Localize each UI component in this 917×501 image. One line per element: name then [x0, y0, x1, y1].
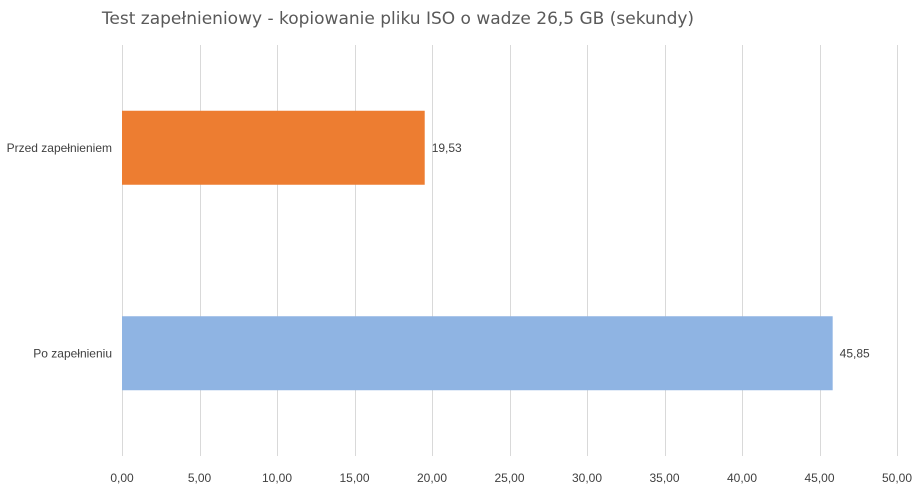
- x-tick-label: 5,00: [188, 471, 212, 485]
- x-tick-label: 50,00: [882, 471, 912, 485]
- bars: [122, 110, 833, 391]
- gridlines: [122, 45, 898, 456]
- x-tick-label: 15,00: [339, 471, 369, 485]
- category-label: Przed zapełnieniem: [7, 141, 112, 155]
- x-tick-label: 25,00: [494, 471, 524, 485]
- x-tick-label: 40,00: [727, 471, 757, 485]
- data-label: 45,85: [840, 346, 870, 360]
- bar: [122, 316, 833, 391]
- bar: [122, 110, 425, 185]
- labels: 0,00 5,00 10,00 15,00 20,00 25,00 30,00 35,00 40…: [7, 141, 913, 485]
- chart-title: Test zapełnieniowy - kopiowanie pliku IS…: [101, 9, 694, 29]
- x-tick-label: 35,00: [649, 471, 679, 485]
- x-tick-label: 20,00: [417, 471, 447, 485]
- x-tick-label: 45,00: [804, 471, 834, 485]
- category-label: Po zapełnieniu: [33, 346, 112, 360]
- data-label: 19,53: [432, 141, 462, 155]
- x-tick-label: 10,00: [262, 471, 292, 485]
- x-tick-label: 0,00: [110, 471, 134, 485]
- x-tick-label: 30,00: [572, 471, 602, 485]
